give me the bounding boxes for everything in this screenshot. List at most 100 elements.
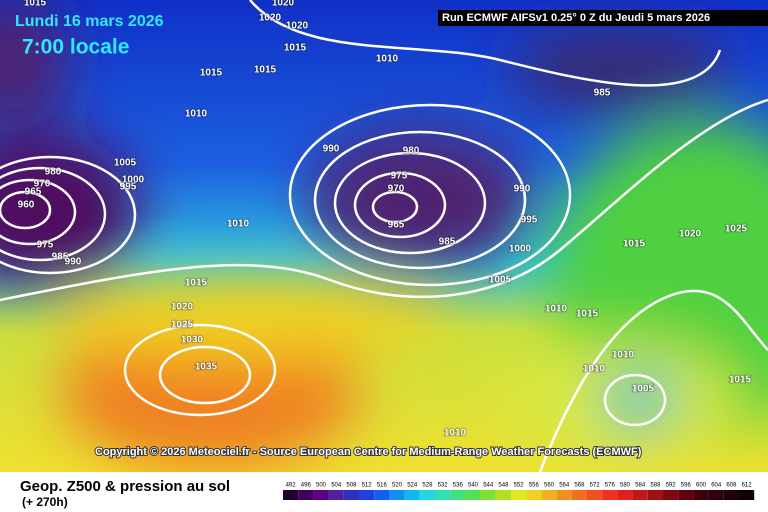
run-info: Run ECMWF AIFSv1 0.25° 0 Z du Jeudi 5 ma…	[442, 12, 710, 24]
isobar-label: 980	[403, 146, 420, 157]
scale-label: 608	[726, 483, 737, 489]
scale-label: 516	[377, 483, 388, 489]
isobar-label: 1015	[200, 68, 223, 79]
scale-swatch	[465, 490, 481, 500]
isobar-label: 1010	[227, 219, 250, 230]
scale-swatch	[571, 490, 587, 500]
isobar-label: 995	[120, 182, 137, 193]
isobar-label: 1010	[185, 109, 208, 120]
scale-label: 512	[362, 483, 373, 489]
isobar-label: 1020	[259, 13, 282, 24]
legend-title: Geop. Z500 & pression au sol	[20, 478, 230, 495]
isobars	[0, 0, 768, 472]
isobar-label: 990	[514, 184, 531, 195]
scale-swatch	[450, 490, 466, 500]
scale-label: 540	[468, 483, 479, 489]
scale-label: 564	[559, 483, 570, 489]
scale-swatch	[602, 490, 618, 500]
isobar-label: 990	[323, 144, 340, 155]
scale-swatch	[647, 490, 663, 500]
isobar-label: 980	[45, 167, 62, 178]
scale-label: 544	[483, 483, 494, 489]
date: Lundi 16 mars 2026	[15, 13, 164, 30]
isobar-label: 965	[25, 187, 42, 198]
isobar-label: 1005	[489, 275, 512, 286]
scale-label: 508	[346, 483, 357, 489]
scale-swatch	[328, 490, 344, 500]
scale-label: 588	[650, 483, 661, 489]
copyright: Copyright © 2026 Meteociel.fr - Source E…	[95, 446, 642, 458]
scale-label: 556	[529, 483, 540, 489]
scale-swatch	[739, 490, 755, 500]
isobar-label: 1015	[254, 65, 277, 76]
scale-label: 560	[544, 483, 555, 489]
scale-swatch	[389, 490, 405, 500]
isobar-label: 990	[65, 257, 82, 268]
isobar-labels: 1015 1020 1020 1020 1015 1010 1015 1015 985 1010 9…	[17, 0, 752, 439]
scale-label: 592	[666, 483, 677, 489]
scale-label: 600	[696, 483, 707, 489]
scale-swatch	[343, 490, 359, 500]
scale-label: 552	[514, 483, 525, 489]
scale-label: 520	[392, 483, 403, 489]
scale-swatch	[480, 490, 496, 500]
isobar-label: 1005	[632, 384, 655, 395]
scale-swatch	[283, 490, 299, 500]
isobar-label: 1015	[185, 278, 208, 289]
lead-time: (+ 270h)	[22, 495, 68, 509]
color-scale: 492 496 500 504 508 512 516 520 524 528 532 536 540 5…	[283, 483, 755, 500]
isobar-label: 1015	[284, 43, 307, 54]
scale-label: 612	[742, 483, 753, 489]
scale-swatch	[313, 490, 329, 500]
scale-swatch	[708, 490, 724, 500]
isobar-label: 1010	[583, 364, 606, 375]
scale-swatch	[632, 490, 648, 500]
scale-swatch	[541, 490, 557, 500]
scale-swatch	[298, 490, 314, 500]
isobar-label: 1020	[679, 229, 702, 240]
scale-label: 572	[590, 483, 601, 489]
isobar-label: 1015	[24, 0, 47, 9]
isobar-label: 1025	[725, 224, 748, 235]
isobar-label: 975	[37, 240, 54, 251]
scale-swatch	[693, 490, 709, 500]
scale-swatch	[723, 490, 739, 500]
scale-label: 584	[635, 483, 646, 489]
scale-swatch	[495, 490, 511, 500]
scale-swatch	[587, 490, 603, 500]
scale-label: 604	[711, 483, 722, 489]
isobar-label: 1015	[623, 239, 646, 250]
time: 7:00 locale	[22, 36, 129, 59]
scale-label: 528	[422, 483, 433, 489]
isobar-label: 1020	[286, 21, 309, 32]
isobar-label: 1030	[181, 335, 204, 346]
isobar-label: 975	[391, 171, 408, 182]
scale-swatch	[374, 490, 390, 500]
isobar-label: 985	[594, 88, 611, 99]
isobar-label: 1020	[171, 302, 194, 313]
isobar-label: 1015	[729, 375, 752, 386]
isobar-label: 1020	[272, 0, 295, 9]
isobar-label: 970	[388, 184, 405, 195]
isobar-label: 1010	[612, 350, 635, 361]
isobar-label: 960	[18, 200, 35, 211]
scale-label: 576	[605, 483, 616, 489]
isobar-label: 985	[439, 237, 456, 248]
scale-label: 496	[301, 483, 312, 489]
isobar-label: 1010	[444, 428, 467, 439]
field	[0, 0, 768, 472]
scale-swatch	[435, 490, 451, 500]
isobar-label: 1000	[122, 175, 145, 186]
scale-label: 568	[574, 483, 585, 489]
scale-label: 532	[438, 483, 449, 489]
scale-label: 548	[498, 483, 509, 489]
isobar-label: 1010	[376, 54, 399, 65]
scale-label: 500	[316, 483, 327, 489]
isobar-label: 995	[521, 215, 538, 226]
scale-swatch	[404, 490, 420, 500]
isobar-label: 1015	[576, 309, 599, 320]
isobar-label: 1025	[171, 320, 194, 331]
isobar-label: 1035	[195, 362, 218, 373]
scale-label: 596	[681, 483, 692, 489]
